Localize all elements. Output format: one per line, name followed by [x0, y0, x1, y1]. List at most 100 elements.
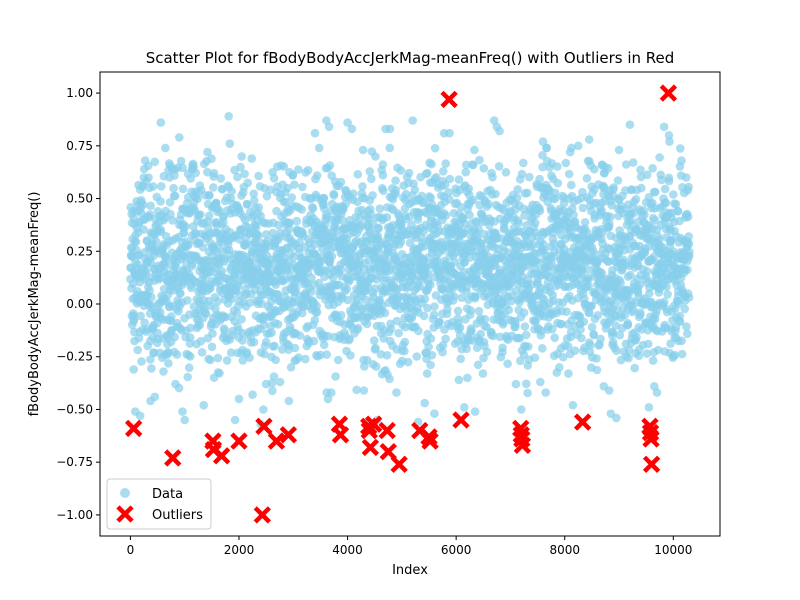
data-point	[423, 168, 432, 178]
data-point	[563, 342, 573, 351]
data-point	[426, 360, 435, 370]
data-point	[175, 133, 184, 142]
data-point	[386, 324, 396, 333]
data-point	[172, 350, 182, 359]
data-point	[329, 191, 339, 200]
data-point	[439, 167, 448, 176]
data-point	[683, 212, 693, 222]
data-point	[449, 292, 459, 301]
data-point	[608, 328, 618, 337]
data-point	[525, 172, 534, 182]
data-point	[254, 231, 263, 241]
data-point	[461, 167, 471, 177]
data-point	[227, 187, 236, 196]
data-point	[477, 239, 486, 249]
x-tick-label: 4000	[332, 543, 363, 557]
data-point	[636, 310, 645, 320]
data-point	[307, 273, 316, 283]
data-point	[222, 356, 232, 365]
data-point	[378, 171, 388, 180]
data-point	[461, 160, 471, 170]
data-point	[470, 407, 480, 416]
data-point	[614, 145, 624, 155]
data-points-layer	[126, 112, 694, 429]
data-point	[664, 176, 674, 186]
data-point	[498, 343, 507, 353]
data-point	[346, 351, 355, 360]
data-point	[186, 174, 195, 183]
data-point	[353, 170, 363, 179]
data-point	[134, 333, 144, 343]
data-point	[669, 190, 678, 199]
data-point	[207, 154, 216, 163]
data-point	[297, 308, 307, 318]
data-point	[262, 191, 272, 201]
outlier-marker	[440, 90, 458, 109]
data-point	[636, 165, 645, 175]
data-point	[673, 207, 683, 216]
data-point	[284, 225, 294, 234]
data-point	[319, 193, 329, 203]
data-point	[547, 324, 557, 334]
legend-outlier-label: Outliers	[152, 508, 203, 523]
data-point	[652, 388, 662, 397]
data-point	[590, 164, 599, 174]
data-point	[199, 400, 208, 410]
data-point	[176, 289, 185, 298]
data-point	[494, 162, 504, 171]
data-point	[597, 206, 607, 215]
data-point	[569, 210, 578, 220]
data-point	[684, 293, 694, 302]
data-point	[260, 349, 269, 359]
data-point	[181, 222, 190, 231]
outlier-marker	[378, 421, 396, 440]
x-tick-label: 6000	[441, 543, 472, 557]
data-point	[454, 375, 464, 385]
data-point	[375, 204, 385, 213]
data-point	[517, 169, 527, 179]
data-point	[557, 319, 566, 329]
data-point	[251, 222, 261, 232]
outlier-marker	[390, 455, 408, 473]
data-point	[495, 126, 504, 136]
data-point	[227, 294, 237, 304]
data-point	[659, 122, 669, 132]
data-point	[654, 235, 664, 245]
data-point	[538, 151, 547, 160]
data-point	[498, 317, 508, 327]
data-point	[685, 247, 694, 257]
data-point	[538, 162, 547, 172]
data-point	[328, 273, 338, 282]
outlier-marker	[659, 84, 678, 102]
data-point	[145, 286, 154, 296]
data-point	[524, 342, 533, 351]
data-point	[671, 199, 681, 209]
data-point	[215, 369, 224, 378]
data-point	[478, 369, 488, 378]
data-point	[254, 171, 263, 181]
data-point	[535, 206, 545, 216]
data-point	[141, 268, 151, 278]
data-point	[630, 363, 639, 373]
data-point	[553, 162, 562, 171]
data-point	[464, 184, 474, 193]
data-point	[371, 152, 380, 161]
data-point	[538, 344, 547, 353]
data-point	[403, 357, 413, 367]
data-point	[440, 180, 450, 190]
data-point	[196, 336, 206, 346]
data-point	[469, 195, 478, 205]
data-point	[259, 320, 269, 330]
data-point	[237, 315, 246, 324]
data-point	[470, 145, 479, 155]
data-point	[170, 171, 179, 180]
data-point	[295, 331, 305, 340]
data-point	[637, 183, 646, 193]
data-point	[198, 243, 208, 252]
data-point	[542, 143, 551, 153]
data-point	[284, 396, 294, 406]
data-point	[294, 165, 303, 174]
data-point	[250, 196, 259, 205]
data-point	[479, 164, 489, 173]
data-point	[131, 237, 141, 247]
